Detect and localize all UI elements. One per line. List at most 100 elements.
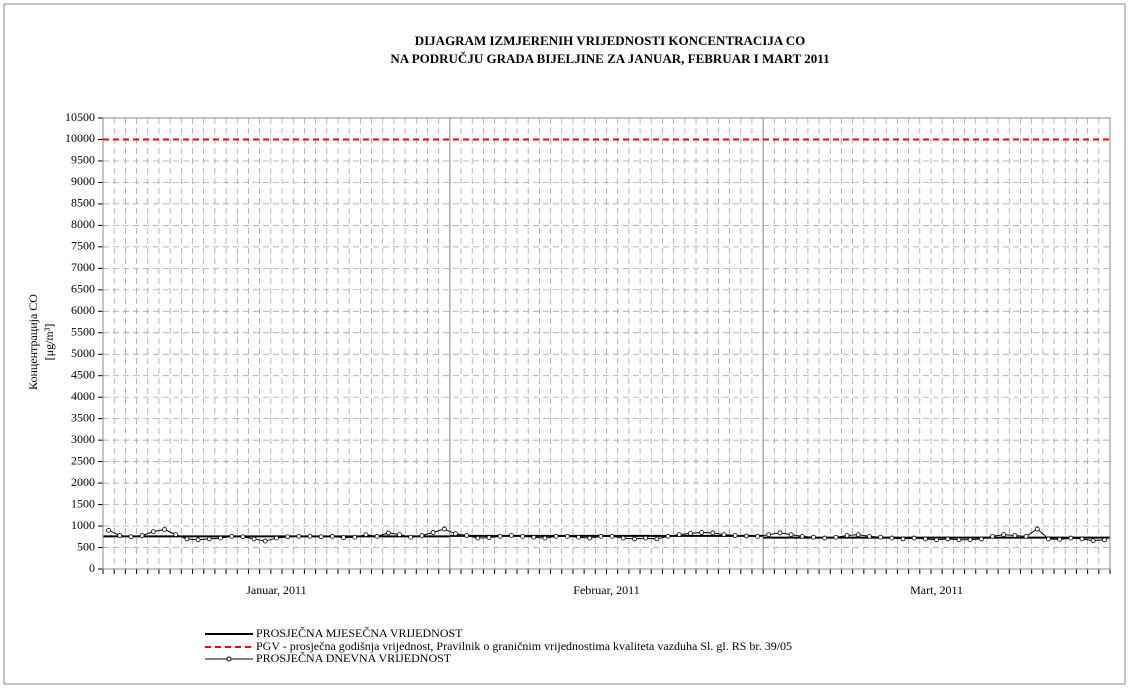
daily-marker <box>654 536 660 542</box>
daily-marker <box>777 530 783 536</box>
daily-marker <box>184 536 190 542</box>
daily-marker <box>397 532 402 538</box>
y-tick-label: 1500 <box>71 496 95 510</box>
chart-title: NA PODRUČJU GRADA BIJELJINE ZA JANUAR, F… <box>390 51 829 66</box>
daily-marker <box>1090 538 1096 544</box>
y-tick-label: 9500 <box>71 153 95 167</box>
daily-marker <box>453 531 458 537</box>
daily-marker <box>218 535 223 541</box>
y-tick-label: 9000 <box>71 174 95 188</box>
daily-marker <box>1023 533 1029 539</box>
daily-marker <box>867 533 872 539</box>
y-tick-label: 6000 <box>71 303 95 317</box>
y-tick-label: 5000 <box>71 346 95 360</box>
y-axis-label: Концентрација CO <box>26 294 40 390</box>
daily-marker <box>878 534 884 540</box>
daily-marker <box>318 534 324 540</box>
daily-marker <box>285 534 291 540</box>
daily-marker <box>587 535 593 541</box>
y-tick-label: 4500 <box>71 367 95 381</box>
daily-marker <box>341 535 346 541</box>
daily-marker <box>1012 533 1018 538</box>
daily-marker <box>553 533 559 539</box>
x-tick-label: Januar, 2011 <box>246 583 306 597</box>
daily-marker <box>676 532 682 538</box>
y-tick-label: 1000 <box>71 518 95 532</box>
daily-marker <box>632 536 637 542</box>
y-tick-label: 5500 <box>71 325 95 339</box>
daily-marker <box>945 536 951 542</box>
daily-marker <box>274 535 279 541</box>
daily-marker <box>564 533 570 539</box>
daily-marker <box>430 530 436 535</box>
daily-marker <box>688 530 693 536</box>
daily-marker <box>307 533 313 539</box>
daily-marker <box>956 537 962 543</box>
daily-marker <box>665 533 671 539</box>
daily-marker <box>464 533 470 538</box>
daily-marker <box>1001 532 1007 538</box>
daily-marker <box>1034 526 1040 532</box>
daily-marker <box>811 534 816 540</box>
daily-marker <box>385 530 391 536</box>
daily-marker <box>329 533 335 539</box>
daily-marker <box>240 534 246 540</box>
daily-marker <box>978 536 984 542</box>
daily-marker <box>990 533 995 539</box>
y-axis-label: [μg/m³] <box>42 324 56 361</box>
y-tick-label: 8000 <box>71 217 95 231</box>
y-tick-label: 3000 <box>71 432 95 446</box>
daily-marker <box>363 532 369 538</box>
x-tick-label: Februar, 2011 <box>573 583 639 597</box>
daily-marker <box>643 535 649 541</box>
y-tick-label: 2500 <box>71 453 95 467</box>
daily-marker <box>609 533 615 539</box>
daily-marker <box>106 527 111 533</box>
daily-marker <box>139 533 145 538</box>
daily-marker <box>542 535 548 541</box>
plot-frame <box>102 117 1111 570</box>
legend-label: PGV - prosječna godišnja vrijednost, Pra… <box>256 639 792 653</box>
daily-marker <box>173 532 179 538</box>
daily-marker <box>475 535 481 541</box>
daily-marker <box>229 533 235 539</box>
daily-marker <box>900 536 906 542</box>
chart-title: DIJAGRAM IZMJERENIH VRIJEDNOSTI KONCENTR… <box>415 33 806 48</box>
daily-marker <box>710 530 716 536</box>
daily-marker <box>195 537 201 543</box>
y-tick-label: 3500 <box>71 410 95 424</box>
daily-marker <box>508 533 514 538</box>
daily-marker <box>352 534 358 540</box>
daily-marker <box>374 533 380 539</box>
daily-marker <box>922 536 928 542</box>
daily-marker <box>799 533 805 539</box>
daily-marker <box>162 527 167 532</box>
daily-marker <box>419 533 425 538</box>
legend-label: PROSJEČNA MJESEČNA VRIJEDNOST <box>256 626 463 640</box>
daily-marker <box>1046 536 1051 542</box>
daily-marker <box>855 532 861 538</box>
x-tick-label: Mart, 2011 <box>910 583 963 597</box>
y-tick-label: 2000 <box>71 475 95 489</box>
y-tick-label: 10000 <box>65 131 95 145</box>
daily-marker <box>755 533 760 539</box>
daily-marker <box>598 533 604 539</box>
daily-marker <box>911 535 917 541</box>
daily-marker <box>967 537 973 543</box>
daily-marker <box>721 532 727 538</box>
daily-marker <box>441 526 447 532</box>
daily-marker <box>788 532 794 538</box>
y-tick-label: 10500 <box>65 110 95 124</box>
daily-marker <box>128 534 134 540</box>
daily-marker <box>486 535 492 541</box>
daily-marker <box>206 536 212 542</box>
daily-marker <box>699 530 705 535</box>
y-tick-label: 6500 <box>71 282 95 296</box>
y-tick-label: 4000 <box>71 389 95 403</box>
daily-marker <box>531 534 537 540</box>
daily-marker <box>822 535 828 541</box>
daily-marker <box>576 534 581 540</box>
daily-marker <box>833 534 839 540</box>
y-tick-label: 8500 <box>71 196 95 210</box>
